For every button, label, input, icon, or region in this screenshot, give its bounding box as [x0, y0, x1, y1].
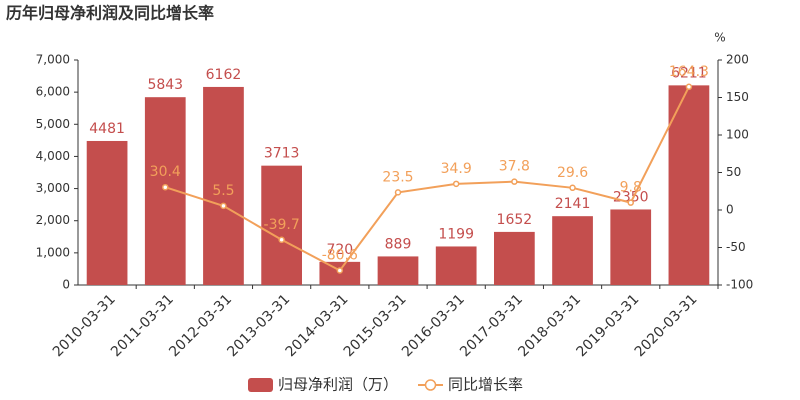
bar-value-label: 2350: [613, 189, 649, 205]
line-point: [511, 178, 518, 185]
legend-label: 归母净利润（万）: [278, 376, 398, 394]
line-point: [627, 199, 634, 206]
bar-value-label: 4481: [89, 121, 125, 137]
bar-value-label: 889: [385, 236, 412, 252]
x-tick-label: 2020-03-31: [632, 291, 701, 360]
bar: [261, 165, 302, 285]
line-point: [685, 83, 693, 91]
y-tick-label: 1,000: [36, 245, 70, 259]
line-value-label: -39.7: [264, 217, 300, 233]
line-point: [394, 189, 402, 196]
y2-tick-label: 100: [726, 128, 749, 142]
bar-value-label: 6211: [671, 65, 707, 81]
bar: [377, 256, 419, 285]
bar: [552, 216, 593, 285]
y2-tick-label: 50: [726, 165, 741, 179]
bar-value-label: 1199: [438, 226, 474, 242]
y-tick-label: 3,000: [36, 181, 70, 195]
bar: [203, 86, 244, 285]
line-point: [220, 202, 227, 210]
line-point: [569, 184, 576, 192]
y2-tick-label: -100: [726, 278, 753, 292]
y-tick-label: 7,000: [36, 53, 70, 67]
bar-value-label: 720: [326, 242, 353, 258]
line-point: [162, 183, 169, 191]
line-value-label: 29.6: [557, 165, 588, 181]
bar: [494, 231, 535, 285]
line: [164, 86, 690, 272]
y-tick-label: 2,000: [36, 213, 70, 227]
y2-tick-label: 0: [726, 203, 734, 217]
y2-tick-label: 200: [726, 53, 749, 67]
bar: [610, 209, 652, 285]
y2-tick-label: -50: [726, 240, 746, 254]
bar-value-label: 6162: [206, 67, 242, 83]
bar: [668, 85, 710, 285]
bar-value-label: 2141: [555, 196, 591, 212]
line-value-label: 30.4: [150, 164, 181, 180]
y-tick-label: 4,000: [36, 149, 70, 163]
line-value-label: 23.5: [382, 169, 413, 185]
line-point: [452, 180, 460, 188]
legend-swatch: [424, 379, 437, 391]
bar: [435, 246, 477, 285]
line-point: [278, 236, 285, 244]
line-value-label: 164.3: [669, 64, 709, 80]
legend-label: 同比增长率: [448, 376, 523, 394]
y-tick-label: 0: [62, 278, 70, 292]
bar-value-label: 3713: [264, 146, 300, 162]
line-value-label: 34.9: [441, 161, 472, 177]
y2-tick-label: 150: [726, 90, 749, 104]
legend-swatch: [248, 378, 273, 392]
y2-unit: %: [714, 31, 725, 45]
y-tick-label: 5,000: [36, 117, 70, 131]
bar-value-label: 1652: [497, 212, 533, 228]
line-point: [336, 267, 344, 274]
line-value-label: 5.5: [212, 183, 234, 199]
line-value-label: 9.8: [620, 180, 642, 196]
line-value-label: -80.6: [322, 247, 358, 263]
bar-value-label: 5843: [147, 77, 183, 93]
chart-title: 历年归母净利润及同比增长率: [6, 4, 214, 23]
bar: [86, 140, 128, 285]
y-tick-label: 6,000: [36, 85, 70, 99]
line-value-label: 37.8: [499, 159, 530, 175]
